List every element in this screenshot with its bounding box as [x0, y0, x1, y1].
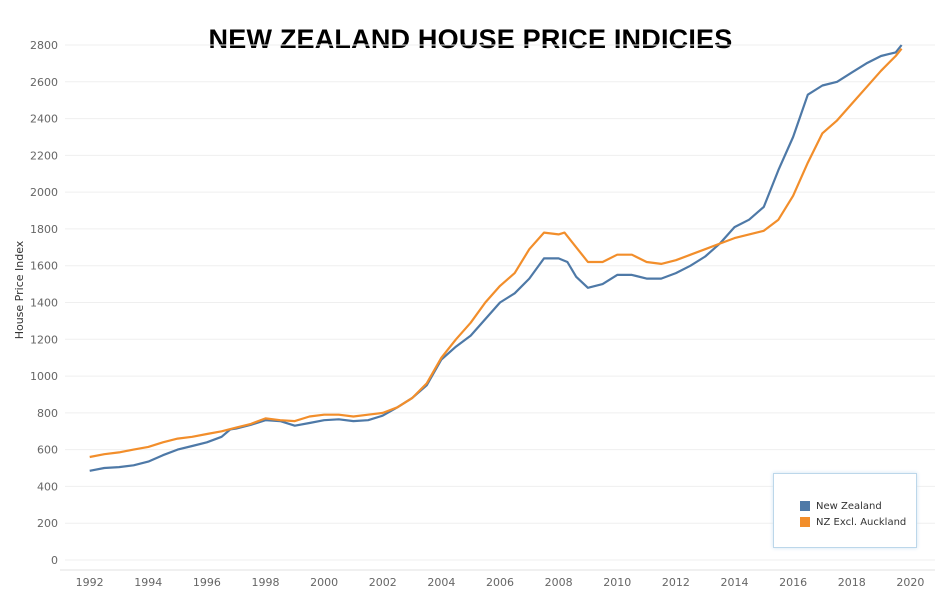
x-tick-label: 2020: [896, 576, 924, 589]
x-tick-label: 2002: [369, 576, 397, 589]
y-axis-ticks: 0 200 400 600 800 1000 1200 1400 1600 1800 2000 220…: [30, 39, 58, 567]
y-tick-label: 2000: [30, 186, 58, 199]
x-tick-label: 2010: [603, 576, 631, 589]
y-tick-label: 800: [37, 407, 58, 420]
gridlines: [65, 44, 935, 561]
x-tick-label: 2016: [779, 576, 807, 589]
chart-title: NEW ZEALAND HOUSE PRICE INDICIES: [208, 24, 733, 54]
x-tick-label: 1996: [193, 576, 221, 589]
x-tick-label: 2012: [662, 576, 690, 589]
y-tick-label: 2200: [30, 149, 58, 162]
x-tick-label: 2018: [838, 576, 866, 589]
legend-label-new-zealand: New Zealand: [816, 500, 882, 512]
series-line-new-zealand: [89, 44, 903, 472]
x-tick-label: 1998: [252, 576, 280, 589]
legend: New Zealand NZ Excl. Auckland: [773, 473, 917, 548]
x-tick-label: 2006: [486, 576, 514, 589]
legend-item-nz-excl-auckland: NZ Excl. Auckland: [800, 514, 916, 530]
y-tick-label: 1200: [30, 333, 58, 346]
x-tick-label: 2008: [545, 576, 573, 589]
y-tick-label: 2800: [30, 39, 58, 52]
series-lines: [89, 44, 903, 472]
y-tick-label: 1600: [30, 260, 58, 273]
x-tick-label: 2000: [310, 576, 338, 589]
y-tick-label: 1800: [30, 223, 58, 236]
x-tick-label: 2014: [720, 576, 748, 589]
legend-swatch-new-zealand: [800, 501, 810, 511]
x-tick-label: 1992: [76, 576, 104, 589]
y-tick-label: 2400: [30, 113, 58, 126]
legend-item-new-zealand: New Zealand: [800, 498, 916, 514]
y-tick-label: 600: [37, 444, 58, 457]
y-tick-label: 0: [51, 554, 58, 567]
x-tick-label: 2004: [427, 576, 455, 589]
x-tick-label: 1994: [134, 576, 162, 589]
legend-swatch-nz-excl-auckland: [800, 517, 810, 527]
x-axis-ticks: 1992 1994 1996 1998 2000 2002 2004 2006 2008 2010…: [76, 576, 925, 589]
y-tick-label: 400: [37, 480, 58, 493]
legend-label-nz-excl-auckland: NZ Excl. Auckland: [816, 516, 907, 528]
series-line-nz-excl-auckland: [89, 48, 903, 459]
y-tick-label: 200: [37, 517, 58, 530]
y-axis-label: House Price Index: [13, 240, 26, 339]
y-tick-label: 2600: [30, 76, 58, 89]
y-tick-label: 1400: [30, 297, 58, 310]
y-tick-label: 1000: [30, 370, 58, 383]
